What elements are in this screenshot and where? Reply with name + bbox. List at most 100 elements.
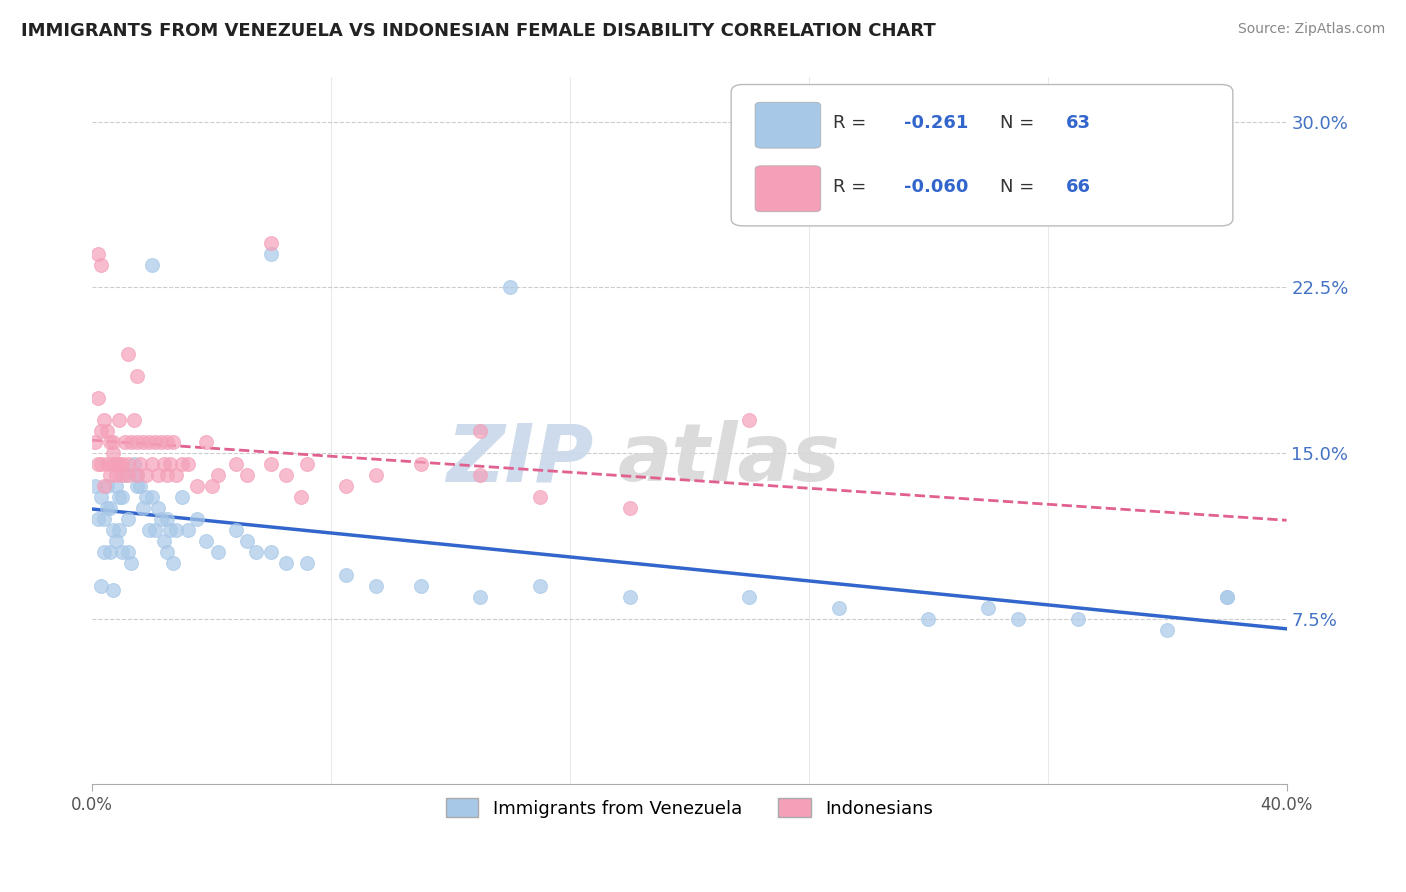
Point — [98, 434, 121, 449]
Text: -0.060: -0.060 — [904, 178, 969, 196]
Point — [529, 490, 551, 504]
Point — [156, 468, 179, 483]
Point — [409, 457, 432, 471]
Point — [87, 457, 110, 471]
FancyBboxPatch shape — [755, 166, 821, 211]
Text: R =: R = — [832, 178, 872, 196]
Point — [143, 434, 166, 449]
Point — [409, 578, 432, 592]
Text: 63: 63 — [1066, 114, 1091, 132]
Point — [470, 424, 492, 438]
Point — [138, 524, 160, 538]
Point — [93, 512, 115, 526]
Point — [738, 590, 761, 604]
Point — [1007, 612, 1029, 626]
Point — [364, 578, 387, 592]
Point — [108, 457, 131, 471]
Point — [619, 501, 641, 516]
Point — [84, 479, 107, 493]
Point — [117, 346, 139, 360]
Point — [276, 468, 298, 483]
Point — [143, 524, 166, 538]
Point — [90, 578, 112, 592]
Text: Source: ZipAtlas.com: Source: ZipAtlas.com — [1237, 22, 1385, 37]
Point — [162, 434, 184, 449]
Point — [153, 457, 176, 471]
Point — [93, 413, 115, 427]
FancyBboxPatch shape — [755, 103, 821, 148]
Point — [236, 534, 259, 549]
Point — [108, 524, 131, 538]
Point — [170, 490, 193, 504]
Point — [111, 545, 134, 559]
Point — [125, 368, 148, 383]
Point — [96, 501, 118, 516]
Point — [201, 479, 224, 493]
Point — [141, 457, 163, 471]
Point — [146, 468, 169, 483]
Point — [295, 457, 318, 471]
Point — [186, 512, 208, 526]
Point — [159, 524, 181, 538]
Point — [236, 468, 259, 483]
FancyBboxPatch shape — [731, 85, 1233, 226]
Point — [135, 490, 157, 504]
Point — [260, 236, 283, 251]
Text: N =: N = — [1000, 178, 1040, 196]
Point — [98, 501, 121, 516]
Point — [125, 468, 148, 483]
Point — [111, 457, 134, 471]
Point — [156, 512, 179, 526]
Point — [260, 247, 283, 261]
Point — [1066, 612, 1088, 626]
Point — [165, 524, 187, 538]
Point — [225, 457, 247, 471]
Text: IMMIGRANTS FROM VENEZUELA VS INDONESIAN FEMALE DISABILITY CORRELATION CHART: IMMIGRANTS FROM VENEZUELA VS INDONESIAN … — [21, 22, 936, 40]
Point — [135, 468, 157, 483]
Point — [125, 434, 148, 449]
Point — [120, 557, 142, 571]
Point — [499, 280, 522, 294]
Point — [87, 247, 110, 261]
Point — [98, 468, 121, 483]
Text: atlas: atlas — [617, 420, 841, 499]
Point — [98, 545, 121, 559]
Point — [111, 468, 134, 483]
Point — [738, 413, 761, 427]
Point — [101, 434, 124, 449]
Point — [105, 468, 128, 483]
Point — [125, 468, 148, 483]
Point — [105, 457, 128, 471]
Point — [295, 557, 318, 571]
Point — [101, 457, 124, 471]
Point — [129, 479, 152, 493]
Point — [917, 612, 939, 626]
Point — [90, 490, 112, 504]
Point — [108, 413, 131, 427]
Point — [153, 534, 176, 549]
Point — [101, 446, 124, 460]
Point — [90, 424, 112, 438]
Point — [105, 479, 128, 493]
Point — [122, 413, 145, 427]
Point — [156, 434, 179, 449]
Point — [170, 457, 193, 471]
Point — [335, 479, 357, 493]
Point — [225, 524, 247, 538]
Point — [114, 468, 136, 483]
Point — [276, 557, 298, 571]
Point — [149, 512, 172, 526]
Point — [186, 479, 208, 493]
Point — [84, 434, 107, 449]
Point — [260, 545, 283, 559]
Point — [90, 258, 112, 272]
Point — [290, 490, 312, 504]
Point — [108, 490, 131, 504]
Point — [117, 457, 139, 471]
Point — [529, 578, 551, 592]
Point — [125, 479, 148, 493]
Point — [101, 524, 124, 538]
Point — [156, 545, 179, 559]
Text: 66: 66 — [1066, 178, 1091, 196]
Point — [149, 434, 172, 449]
